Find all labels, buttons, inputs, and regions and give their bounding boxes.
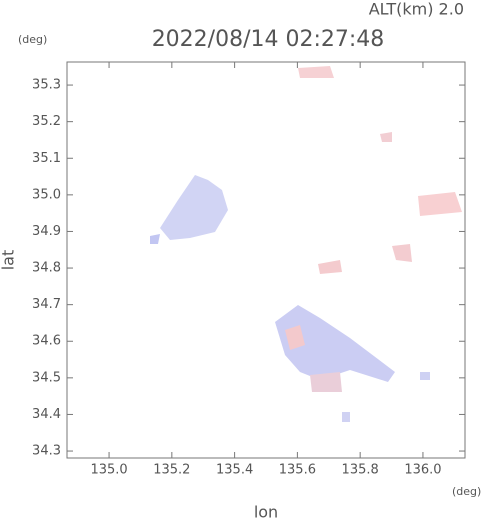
y-tick-label: 35.1 <box>32 151 61 166</box>
x-tick-label: 135.4 <box>216 463 253 478</box>
y-tick-label: 34.5 <box>32 370 61 385</box>
echo-regions <box>150 66 462 422</box>
y-tick-label: 34.6 <box>32 334 61 349</box>
echo-blob <box>285 325 305 350</box>
x-axis-title: lon <box>254 503 278 522</box>
echo-blob <box>392 244 412 262</box>
y-tick-label: 34.9 <box>32 224 61 239</box>
echo-blob <box>298 66 334 78</box>
y-tick-label: 34.4 <box>32 407 61 422</box>
x-tick-label: 135.6 <box>279 463 316 478</box>
chart-title: 2022/08/14 02:27:48 <box>152 27 385 52</box>
echo-blob <box>150 234 160 244</box>
echo-blob <box>310 372 342 392</box>
echo-blob <box>418 192 462 216</box>
x-tick-label: 135.8 <box>342 463 379 478</box>
y-tick-label: 35.3 <box>32 78 61 93</box>
x-tick-label: 136.0 <box>404 463 441 478</box>
plot-frame <box>66 61 466 459</box>
y-unit: (deg) <box>18 33 47 46</box>
y-tick-label: 34.8 <box>32 261 61 276</box>
echo-blob <box>342 412 350 422</box>
echo-blob <box>420 372 430 380</box>
y-tick-label: 34.3 <box>32 444 61 459</box>
y-tick-label: 35.2 <box>32 114 61 129</box>
x-tick-label: 135.0 <box>90 463 127 478</box>
echo-blob <box>318 260 342 274</box>
x-unit: (deg) <box>452 485 481 498</box>
altitude-label: ALT(km) 2.0 <box>369 0 464 19</box>
x-tick-label: 135.2 <box>153 463 190 478</box>
echo-blob <box>275 305 395 382</box>
echo-blob <box>160 175 228 240</box>
y-tick-label: 35.0 <box>32 187 61 202</box>
y-axis-title: lat <box>0 250 18 271</box>
y-tick-label: 34.7 <box>32 297 61 312</box>
echo-blob <box>380 132 392 142</box>
